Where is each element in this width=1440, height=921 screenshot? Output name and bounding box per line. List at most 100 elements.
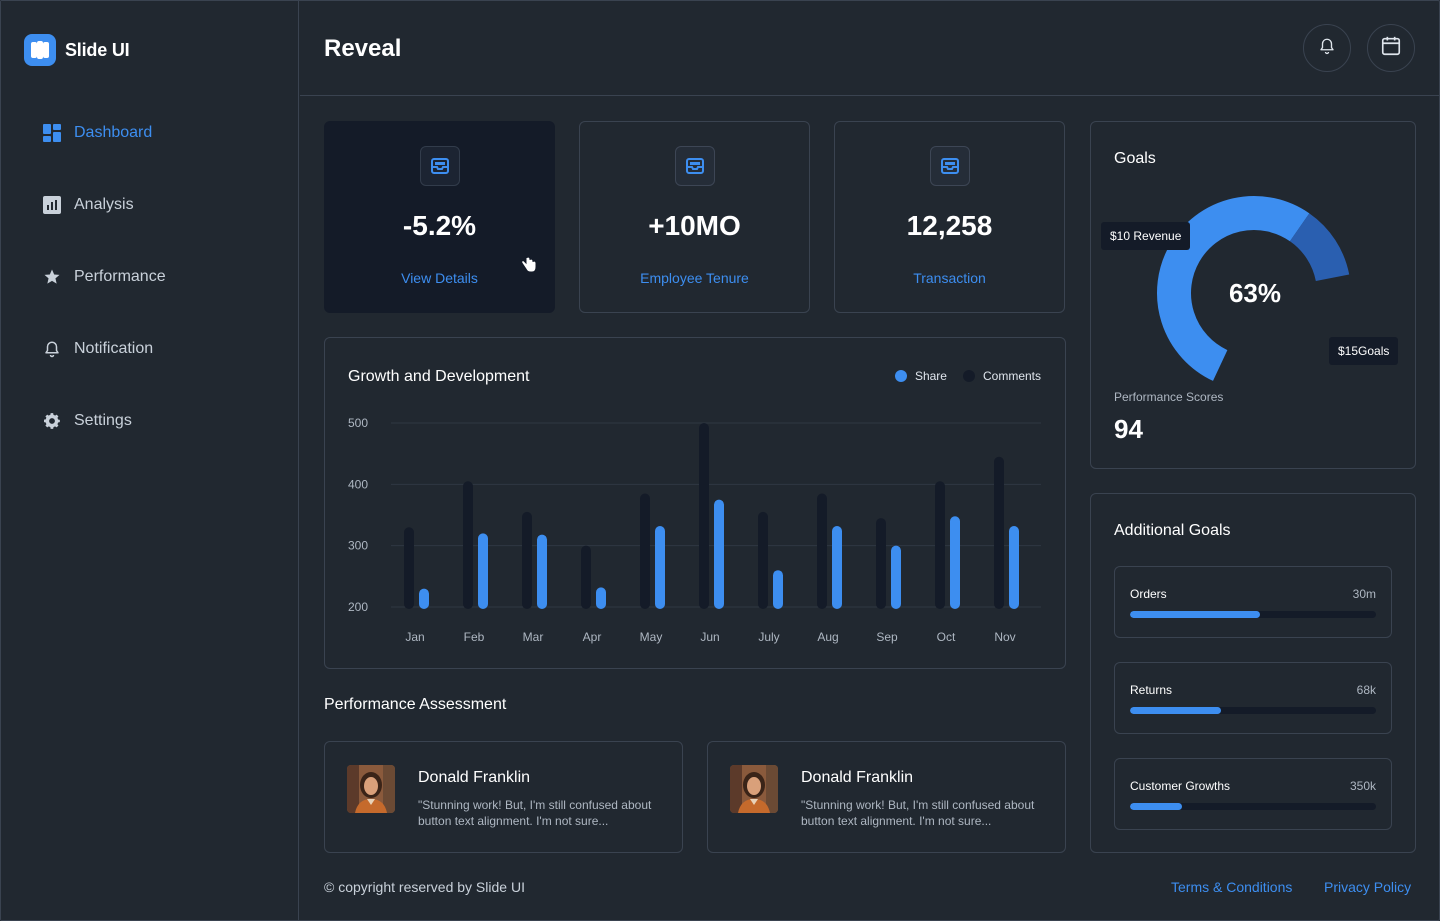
sidebar-item-performance[interactable]: Performance bbox=[42, 267, 166, 287]
stat-card-change[interactable]: -5.2% View Details bbox=[324, 121, 555, 313]
stat-link[interactable]: Employee Tenure bbox=[640, 270, 749, 286]
terms-link[interactable]: Terms & Conditions bbox=[1171, 879, 1293, 895]
goals-gauge bbox=[1157, 196, 1350, 381]
goal-item-orders[interactable]: Orders 30m bbox=[1114, 566, 1392, 638]
bar-comments bbox=[994, 456, 1004, 609]
additional-goals-card: Additional Goals Orders 30m Returns 68k … bbox=[1090, 493, 1416, 853]
stat-value: +10MO bbox=[648, 210, 741, 241]
logo-icon bbox=[24, 34, 56, 66]
sidebar-item-dashboard[interactable]: Dashboard bbox=[42, 123, 152, 143]
legend-label: Comments bbox=[982, 369, 1041, 383]
bar-share bbox=[1009, 526, 1019, 609]
y-tick-label: 200 bbox=[348, 600, 368, 614]
goal-item-returns[interactable]: Returns 68k bbox=[1114, 662, 1392, 734]
x-tick-label: Nov bbox=[994, 630, 1015, 644]
bar-share bbox=[773, 570, 783, 609]
x-tick-label: Oct bbox=[937, 630, 956, 644]
calendar-icon bbox=[1380, 35, 1402, 62]
legend-dot bbox=[962, 370, 975, 382]
bar-comments bbox=[522, 511, 532, 609]
legend-label: Share bbox=[914, 369, 947, 383]
review-card[interactable]: Donald Franklin "Stunning work! But, I'm… bbox=[707, 741, 1066, 853]
bar-share bbox=[655, 526, 665, 609]
bar-comments bbox=[699, 423, 709, 609]
review-text: "Stunning work! But, I'm still confused … bbox=[801, 798, 1035, 828]
x-tick-label: Mar bbox=[523, 630, 544, 644]
x-tick-label: Apr bbox=[583, 630, 602, 644]
gauge-arc-remaining bbox=[1289, 213, 1350, 282]
analysis-icon bbox=[42, 195, 62, 215]
stat-card-transaction[interactable]: 12,258 Transaction bbox=[834, 121, 1065, 313]
privacy-link[interactable]: Privacy Policy bbox=[1324, 879, 1412, 895]
x-tick-label: Jun bbox=[700, 630, 719, 644]
top-bar: Reveal bbox=[300, 1, 1439, 96]
bar-comments bbox=[935, 481, 945, 609]
review-card[interactable]: Donald Franklin "Stunning work! But, I'm… bbox=[324, 741, 683, 853]
sidebar-item-notification[interactable]: Notification bbox=[42, 339, 153, 359]
bar-comments bbox=[581, 545, 591, 609]
goals-card: Goals 63% $10 Revenue $15Goals Performan… bbox=[1090, 121, 1416, 469]
notification-button[interactable] bbox=[1303, 24, 1351, 72]
bar-share bbox=[891, 545, 901, 609]
progress-fill bbox=[1130, 611, 1261, 618]
bar-share bbox=[950, 516, 960, 609]
star-icon bbox=[42, 267, 62, 287]
page-title: Reveal bbox=[324, 35, 402, 62]
section-title: Performance Assessment bbox=[324, 696, 507, 713]
goal-name: Customer Growths bbox=[1130, 779, 1231, 793]
bar-share bbox=[537, 534, 547, 609]
progress-bar bbox=[1130, 611, 1376, 618]
progress-fill bbox=[1130, 803, 1182, 810]
goal-name: Orders bbox=[1130, 587, 1167, 601]
stat-link[interactable]: View Details bbox=[401, 270, 478, 286]
y-tick-label: 500 bbox=[348, 416, 368, 430]
legend-item-share[interactable]: Share bbox=[894, 369, 947, 383]
progress-bar bbox=[1130, 707, 1376, 714]
avatar bbox=[347, 765, 395, 813]
bar-share bbox=[596, 587, 606, 609]
bar-comments bbox=[463, 481, 473, 609]
calendar-button[interactable] bbox=[1367, 24, 1415, 72]
x-tick-label: May bbox=[640, 630, 663, 644]
sidebar-item-settings[interactable]: Settings bbox=[42, 411, 132, 431]
bar-comments bbox=[817, 493, 827, 609]
growth-chart-card: 500 400 300 200 Jan Feb Mar Apr May Jun July Aug Sep… bbox=[324, 337, 1066, 669]
app-logo[interactable]: Slide UI bbox=[24, 34, 130, 66]
inbox-icon bbox=[420, 146, 460, 186]
bell-icon bbox=[1318, 36, 1336, 61]
sidebar-item-label: Analysis bbox=[74, 196, 134, 213]
dashboard-icon bbox=[42, 123, 62, 143]
goal-value: 30m bbox=[1352, 587, 1376, 601]
goals-tag: $15Goals bbox=[1329, 337, 1399, 365]
stat-card-tenure[interactable]: +10MO Employee Tenure bbox=[579, 121, 810, 313]
sidebar-item-label: Dashboard bbox=[74, 124, 153, 141]
bar-share bbox=[419, 588, 429, 609]
inbox-icon bbox=[930, 146, 970, 186]
revenue-tag: $10 Revenue bbox=[1101, 222, 1191, 250]
y-tick-label: 300 bbox=[348, 539, 368, 553]
progress-bar bbox=[1130, 803, 1376, 810]
growth-bar-chart: 500 400 300 200 Jan Feb Mar Apr May Jun July Aug Sep… bbox=[348, 416, 1041, 644]
app-name: Slide UI bbox=[65, 39, 130, 60]
legend-dot bbox=[894, 370, 907, 382]
progress-fill bbox=[1130, 707, 1222, 714]
legend-item-comments[interactable]: Comments bbox=[962, 369, 1041, 383]
pointer-cursor-icon bbox=[521, 252, 537, 278]
performance-score-value: 94 bbox=[1114, 414, 1143, 444]
stat-value: 12,258 bbox=[906, 210, 993, 241]
bar-comments bbox=[404, 527, 414, 609]
x-tick-label: Aug bbox=[817, 630, 838, 644]
goal-item-customer-growths[interactable]: Customer Growths 350k bbox=[1114, 758, 1392, 830]
bar-share bbox=[714, 499, 724, 609]
sidebar-item-analysis[interactable]: Analysis bbox=[42, 195, 134, 215]
bar-comments bbox=[640, 493, 650, 609]
chart-legend: Share Comments bbox=[894, 369, 1041, 383]
performance-score-label: Performance Scores bbox=[1114, 390, 1224, 404]
sidebar-item-label: Performance bbox=[74, 268, 166, 285]
card-title: Goals bbox=[1114, 150, 1156, 167]
y-tick-label: 400 bbox=[348, 477, 368, 491]
reviewer-name: Donald Franklin bbox=[801, 769, 914, 786]
x-tick-label: July bbox=[758, 630, 779, 644]
review-text: "Stunning work! But, I'm still confused … bbox=[418, 798, 652, 828]
stat-link[interactable]: Transaction bbox=[913, 270, 986, 286]
